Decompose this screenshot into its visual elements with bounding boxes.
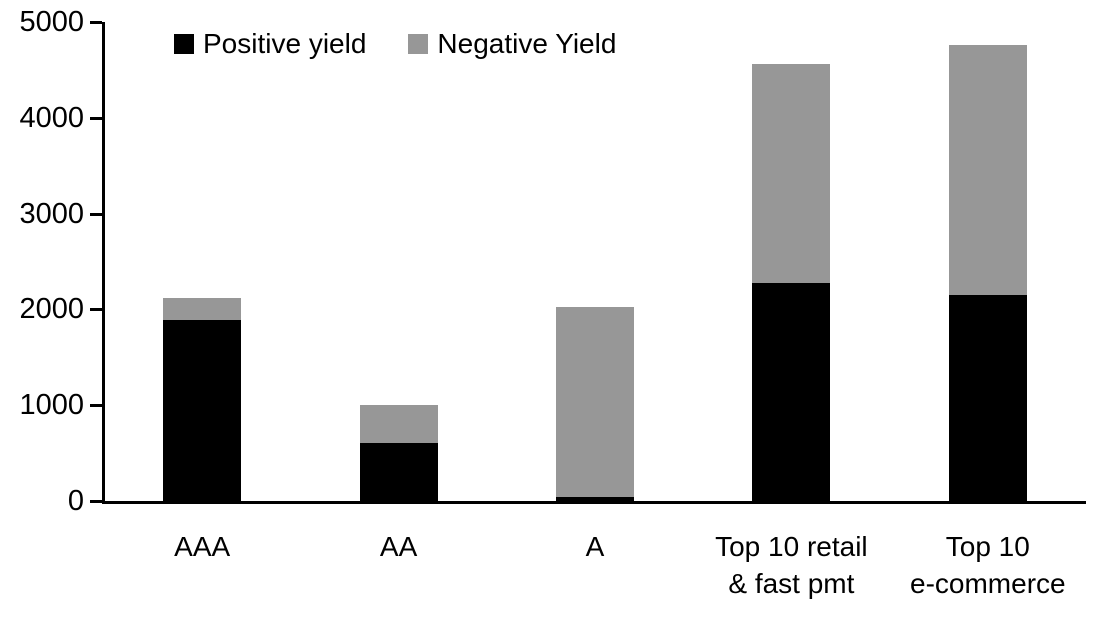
bar-segment-positive xyxy=(752,282,831,501)
bar-segment-negative xyxy=(163,297,242,320)
bar-segment-positive xyxy=(359,442,438,501)
y-tick xyxy=(90,500,102,503)
x-axis-label: AA xyxy=(379,531,418,562)
bar-segment-positive xyxy=(556,496,634,501)
bar-segment-positive xyxy=(948,295,1027,501)
y-tick-label: 3000 xyxy=(19,197,84,230)
x-axis-line xyxy=(102,501,1086,504)
y-tick-label: 5000 xyxy=(19,6,84,38)
legend-label-negative-yield: Negative Yield xyxy=(437,28,617,59)
negative-yield-swatch-icon xyxy=(408,34,429,54)
y-tick xyxy=(90,212,102,216)
bar-segment-negative xyxy=(948,45,1027,295)
bar-segment-positive xyxy=(163,319,242,501)
bar-segment-negative xyxy=(556,306,634,497)
bar-segment-negative xyxy=(752,64,831,283)
legend-item-positive-yield: Positive yield xyxy=(174,30,366,58)
positive-yield-swatch-icon xyxy=(174,34,194,54)
x-axis-label: Top 10 e-commerce xyxy=(910,531,1066,599)
y-tick xyxy=(90,308,102,312)
x-axis-label: AAA xyxy=(174,531,231,562)
bar-segment-negative xyxy=(359,405,438,443)
y-tick xyxy=(90,404,102,408)
y-tick-label: 0 xyxy=(67,485,84,517)
x-axis-label: Top 10 retail & fast pmt xyxy=(715,531,868,599)
y-tick-label: 2000 xyxy=(19,293,84,326)
legend-label-positive-yield: Positive yield xyxy=(203,28,367,59)
chart-legend: Positive yield Negative Yield xyxy=(174,30,616,58)
y-tick-label: 1000 xyxy=(19,389,84,422)
x-axis-label: A xyxy=(585,531,605,562)
y-axis-line xyxy=(102,22,105,504)
y-tick xyxy=(90,116,102,120)
legend-item-negative-yield: Negative Yield xyxy=(408,30,616,58)
y-tick xyxy=(90,21,102,24)
y-tick-label: 4000 xyxy=(19,101,84,134)
